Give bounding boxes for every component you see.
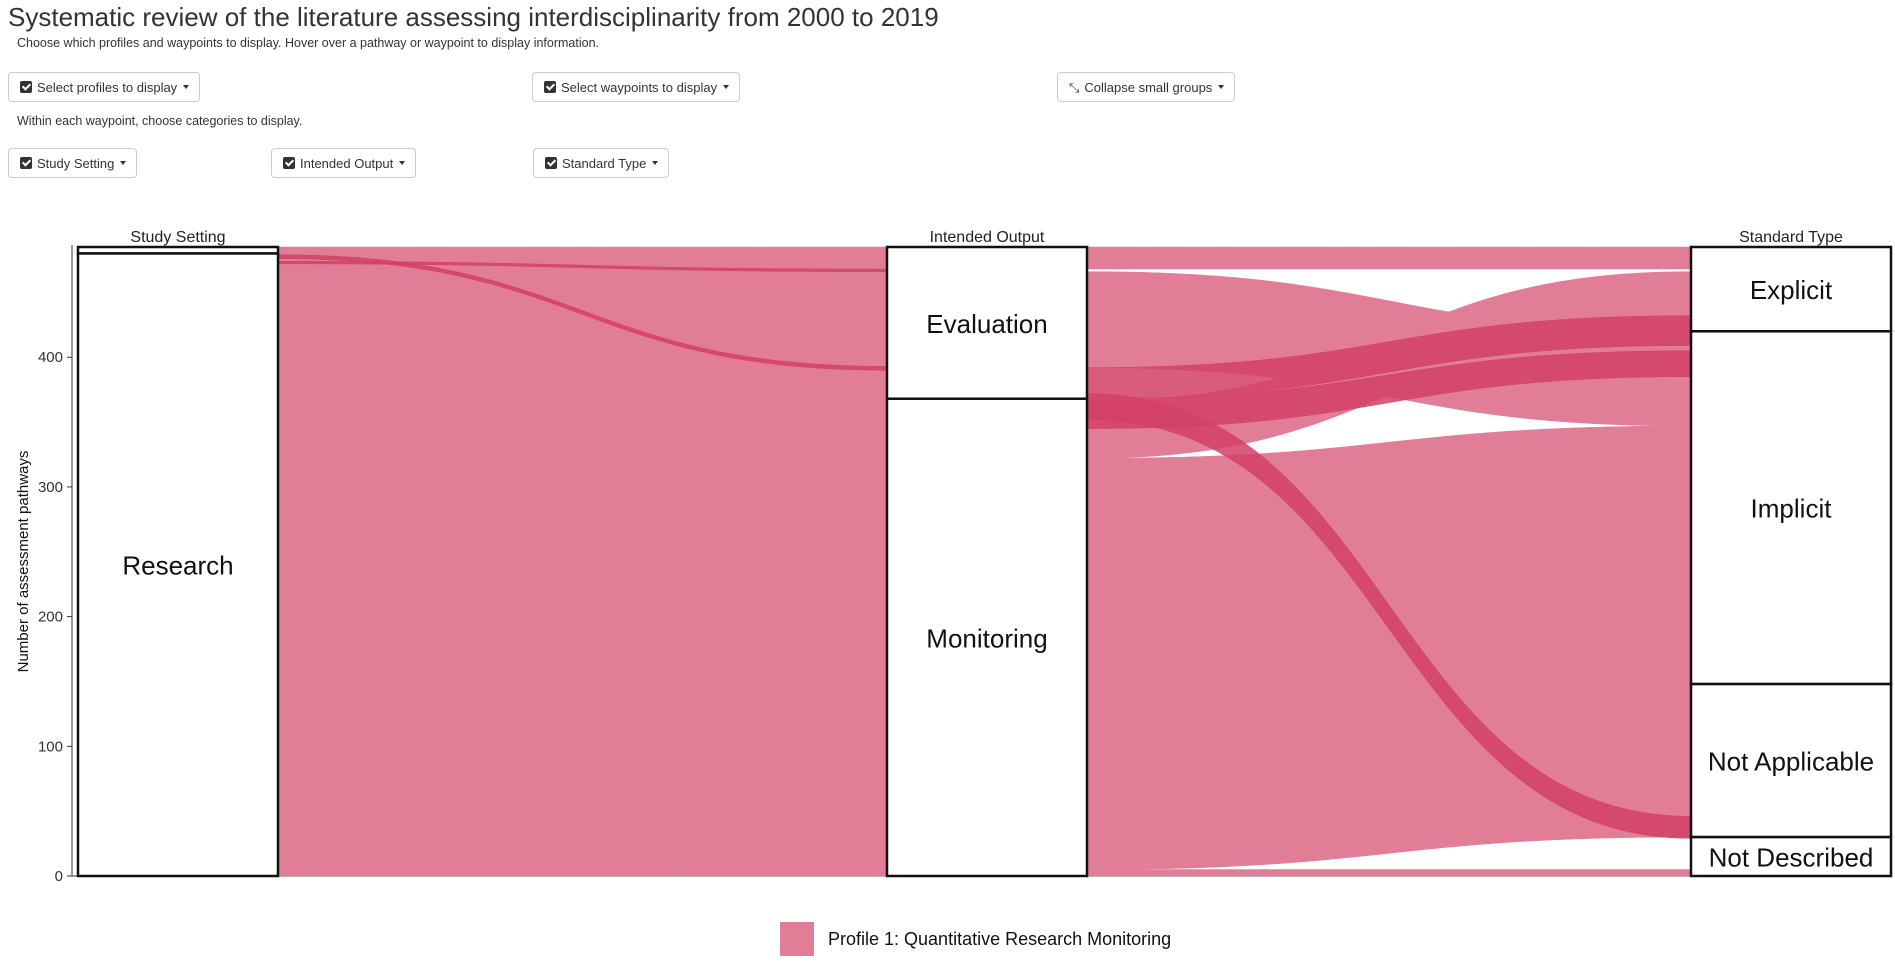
collapse-small-groups-label: Collapse small groups [1084,79,1213,95]
legend-label: Profile 1: Quantitative Research Monitor… [828,928,1172,949]
checkbox-icon [544,81,556,93]
waypoint-label: Research [122,551,233,581]
category-instructions: Within each waypoint, choose categories … [17,114,303,128]
caret-down-icon [1218,85,1225,89]
collapse-icon: ⤡ [1069,79,1080,95]
pathway-flow [277,270,888,374]
waypoint-label: Monitoring [926,623,1047,653]
y-tick-label: 400 [38,349,63,366]
checkbox-icon [545,157,557,169]
waypoint-node [1689,835,1893,878]
page-title: Systematic review of the literature asse… [8,2,939,32]
alluvial-chart: 0 100 200 300 400 Number of assessment pathwa… [15,229,1893,885]
checkbox-icon [20,81,32,93]
checkbox-icon [283,157,295,169]
page-instructions: Choose which profiles and waypoints to d… [17,36,600,50]
intended-output-dropdown-label: Intended Output [300,155,394,171]
waypoint-label: Not Applicable [1708,747,1874,777]
waypoint-node [1689,330,1893,686]
y-tick-label: 100 [38,738,63,755]
y-tick-label: 0 [55,868,63,885]
standard-type-dropdown[interactable]: Standard Type [533,148,670,178]
waypoint-label: Evaluation [926,309,1047,339]
select-waypoints-dropdown[interactable]: Select waypoints to display [532,72,741,102]
legend-swatch [780,922,814,956]
chart-legend: Profile 1: Quantitative Research Monitor… [780,922,1171,956]
pathway-flow [1086,246,1692,270]
caret-down-icon [183,85,190,89]
axis-title: Intended Output [930,229,1045,246]
waypoint-node [76,252,280,878]
y-tick-label: 200 [38,609,63,626]
waypoint-node [1689,682,1893,839]
select-profiles-label: Select profiles to display [37,79,178,95]
caret-down-icon [399,161,406,165]
axis-title: Standard Type [1739,229,1843,246]
pathway-flow [1086,869,1692,877]
select-profiles-dropdown[interactable]: Select profiles to display [8,72,201,102]
y-tick-label: 300 [38,479,63,496]
standard-type-dropdown-label: Standard Type [562,155,647,171]
pathway-flow [277,246,888,253]
caret-down-icon [652,161,659,165]
intended-output-dropdown[interactable]: Intended Output [271,148,417,178]
select-waypoints-label: Select waypoints to display [561,79,718,95]
waypoint-label: Implicit [1751,494,1833,524]
study-setting-dropdown[interactable]: Study Setting [8,148,138,178]
study-setting-dropdown-label: Study Setting [37,155,115,171]
pathway-flow [277,372,888,877]
y-axis-title: Number of assessment pathways [15,451,32,673]
waypoint-node [885,245,1089,400]
collapse-small-groups-dropdown[interactable]: ⤡ Collapse small groups [1057,72,1236,102]
axis-title: Study Setting [130,229,225,246]
waypoint-label: Explicit [1750,275,1833,305]
caret-down-icon [723,85,730,89]
checkbox-icon [20,157,32,169]
waypoint-node [1689,245,1893,333]
waypoint-label: Not Described [1709,843,1874,873]
waypoint-node [885,397,1089,878]
caret-down-icon [120,161,127,165]
